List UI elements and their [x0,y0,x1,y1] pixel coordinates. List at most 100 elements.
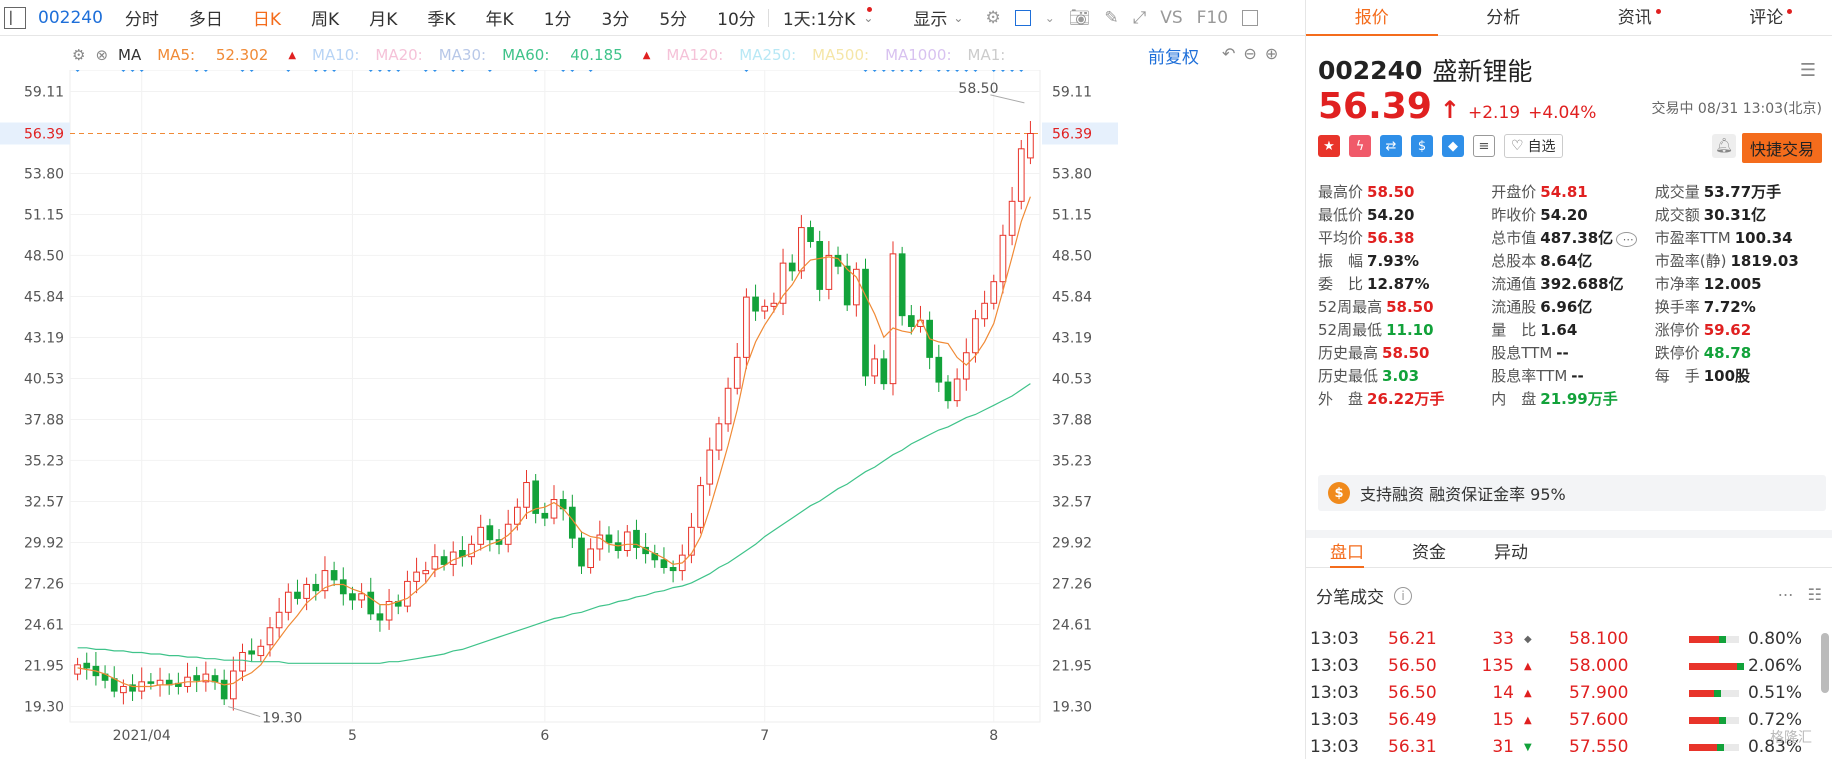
f10-button[interactable]: F10 [1196,7,1229,28]
ma-type-select[interactable]: MA [118,46,142,64]
tag-icon[interactable]: ◆ [1442,135,1464,157]
stat-row: 最低价 54.20 昨收价 54.20 成交额 30.31亿 [1318,203,1828,226]
range-chevron-icon[interactable]: ⌄ [863,6,873,25]
period-tab-active[interactable]: 日K [252,10,282,30]
tick-ratio-red [1689,716,1719,724]
stat-value: 54.81 [1540,183,1588,201]
stat-cell: 流通股 6.96亿 [1491,296,1654,317]
y-tick-label-right: 53.80 [1052,167,1092,183]
stat-cell: 股息率TTM -- [1491,365,1654,386]
panel-menu-icon[interactable]: ☰ [1799,60,1816,81]
candlestick-chart[interactable]: 59.11 59.11 56.39 56.39 53.80 53.80 51.15 51.15… [0,70,1305,759]
dollar-icon[interactable]: $ [1411,135,1433,157]
candle-up [1027,133,1034,159]
event-marker [1017,70,1025,73]
ma60-line [77,383,1031,664]
candle-down [83,662,91,669]
ma10-label[interactable]: MA10: [312,46,360,64]
stat-label: 开盘价 [1491,183,1537,201]
x-tick-label: 7 [760,728,769,744]
tick-ask-price: 57.900 [1569,683,1629,703]
trade-status: 交易中 08/31 13:03(北京) [1651,101,1822,117]
period-tab[interactable]: 分时 [124,10,159,30]
y-tick-label-left: 29.92 [24,535,64,551]
display-chevron-icon[interactable]: ⌄ [953,10,964,25]
tick-volume: 31 [1492,737,1514,757]
zoom-out-icon[interactable]: ⊖ [1243,44,1257,63]
tab-quote[interactable]: 报价 [1306,0,1438,36]
stat-row: 历史最低 3.03 股息率TTM -- 每 手 100股 [1318,364,1828,387]
period-tab[interactable]: 月K [369,10,398,30]
period-tab[interactable]: 10分 [717,10,756,30]
undo-icon[interactable]: ↶ [1222,44,1236,63]
candle-up [981,302,988,320]
pencil-icon[interactable]: ✎ [1104,7,1119,28]
x-tick-label: 6 [540,728,549,744]
watchlist-button[interactable]: ♡ 自选 [1504,134,1563,158]
ticks-scrollbar[interactable] [1821,633,1829,693]
ma-more-label[interactable]: MA1: [967,46,1006,64]
quote-tabs: 报价 分析 资讯 评论 [1306,0,1832,36]
stat-cell: 外 盘 26.22万手 [1318,388,1491,409]
tick-volume: 15 [1492,710,1514,730]
tab-orderbook[interactable]: 盘口 [1306,538,1388,568]
panel-toggle-icon[interactable] [1242,9,1259,26]
ma120-label[interactable]: MA120: [666,46,724,64]
grid-icon[interactable]: ☷ [1807,585,1822,604]
display-menu[interactable]: 显示 [913,10,948,30]
adjust-mode-button[interactable]: 前复权 [1148,48,1199,68]
tick-volume: 135 [1481,656,1514,676]
ma30-label[interactable]: MA30: [438,46,487,64]
note-icon[interactable]: ≡ [1473,135,1495,157]
period-tab[interactable]: 周K [311,10,340,30]
event-marker [422,70,430,73]
info-icon[interactable]: i [1394,586,1412,605]
event-marker [367,70,375,73]
ma-close-icon[interactable]: ⊗ [95,46,109,64]
settings-gear-icon[interactable]: ⚙ [985,7,1001,28]
fullscreen-icon[interactable]: ⤢ [1132,7,1147,28]
period-tab[interactable]: 年K [485,10,514,30]
ma60-label: MA60: 40.185 [502,46,639,64]
ma250-label[interactable]: MA250: [739,46,797,64]
candle-up [202,673,210,683]
more-info-icon[interactable]: ⋯ [1616,232,1637,247]
ma1000-label[interactable]: MA1000: [885,46,952,64]
more-options-icon[interactable]: ⋯ [1777,585,1794,604]
china-flag-icon[interactable]: ★ [1318,135,1340,157]
tab-news[interactable]: 资讯 [1569,0,1701,35]
connect-icon[interactable]: ⇄ [1380,135,1402,157]
ma20-label[interactable]: MA20: [375,46,423,64]
ma500-label[interactable]: MA500: [812,46,870,64]
candle-up [74,664,81,675]
vs-button[interactable]: VS [1160,7,1183,28]
ma-settings-gear-icon[interactable]: ⚙ [72,46,86,64]
period-tab[interactable]: 5分 [659,10,688,30]
stat-label: 市盈率TTM [1654,229,1731,247]
tick-time: 13:03 [1310,656,1359,676]
alert-bell-icon[interactable]: 🔔︎ [1712,134,1736,158]
stock-code-link[interactable]: 002240 [38,7,103,28]
ma5-line [77,196,1031,688]
stat-label: 涨停价 [1654,321,1700,339]
camera-icon[interactable]: 📷︎ [1068,7,1091,28]
period-tab[interactable]: 季K [427,10,456,30]
tab-analysis[interactable]: 分析 [1438,0,1570,35]
tab-comments[interactable]: 评论 [1701,0,1832,35]
chevron-down-icon[interactable]: ⌄ [1044,10,1055,25]
period-tab[interactable]: 多日 [188,10,223,30]
tab-capital[interactable]: 资金 [1388,538,1470,567]
zoom-in-icon[interactable]: ⊕ [1264,44,1279,63]
range-select[interactable]: 1天:1分K [782,10,856,30]
candle-up [477,526,485,545]
event-marker [458,70,466,73]
quick-trade-button[interactable]: 快捷交易 [1741,133,1822,163]
checkbox-icon[interactable] [1014,9,1031,26]
tab-anomaly[interactable]: 异动 [1470,538,1552,567]
financing-banner[interactable]: $ 支持融资 融资保证金率 95% [1318,475,1826,511]
period-tab[interactable]: 1分 [543,10,572,30]
price-change-pct: +4.04% [1528,103,1597,123]
margin-icon[interactable]: ϟ [1349,135,1371,157]
sidebar-toggle-icon[interactable]: ▏ [4,6,26,29]
period-tab[interactable]: 3分 [601,10,630,30]
